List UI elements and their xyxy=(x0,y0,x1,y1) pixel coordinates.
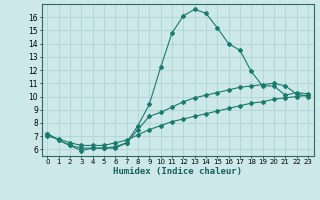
X-axis label: Humidex (Indice chaleur): Humidex (Indice chaleur) xyxy=(113,167,242,176)
